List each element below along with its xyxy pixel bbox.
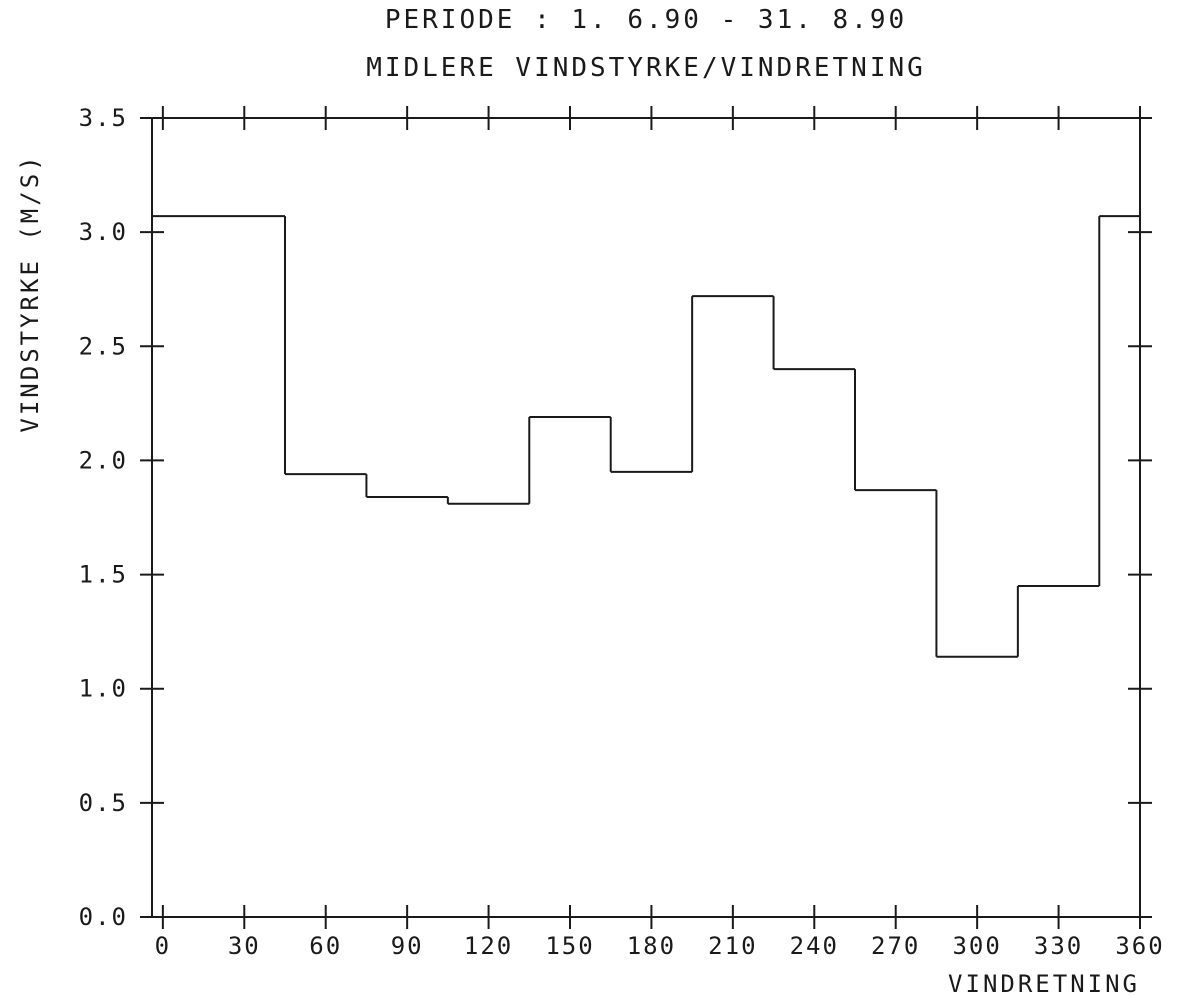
x-tick-label: 30 (228, 932, 261, 960)
x-tick-label: 240 (790, 932, 839, 960)
y-tick-label: 3.0 (79, 218, 128, 246)
x-tick-label: 300 (952, 932, 1001, 960)
y-tick-label: 2.0 (79, 446, 128, 474)
y-axis-label: VINDSTYRKE (M/S) (16, 153, 44, 432)
x-tick-label: 90 (391, 932, 424, 960)
y-tick-label: 2.5 (79, 332, 128, 360)
x-tick-label: 330 (1034, 932, 1083, 960)
x-tick-label: 360 (1115, 932, 1164, 960)
x-tick-label: 210 (708, 932, 757, 960)
chart-titles: PERIODE : 1. 6.90 - 31. 8.90 MIDLERE VIN… (366, 5, 926, 83)
x-tick-label: 150 (545, 932, 594, 960)
x-tick-label: 120 (464, 932, 513, 960)
x-tick-label: 180 (627, 932, 676, 960)
plot-area (152, 215, 1140, 658)
chart-title-line-1: PERIODE : 1. 6.90 - 31. 8.90 (385, 5, 907, 35)
x-tick-label: 60 (309, 932, 342, 960)
x-axis-label: VINDRETNING (948, 970, 1140, 997)
axes: 0.0 0.5 1.0 1.5 2.0 2.5 3.0 3.5 0 30 60 90 120 150 180… (79, 104, 1164, 960)
y-tick-label: 3.5 (79, 104, 128, 132)
plot-frame (151, 117, 1141, 918)
x-tick-label: 270 (871, 932, 920, 960)
chart-title-line-2: MIDLERE VINDSTYRKE/VINDRETNING (366, 53, 926, 83)
y-tick-label: 1.0 (79, 675, 128, 703)
y-tick-label: 0.0 (79, 903, 128, 931)
x-tick-label: 0 (155, 932, 171, 960)
y-tick-label: 1.5 (79, 561, 128, 589)
y-tick-label: 0.5 (79, 789, 128, 817)
